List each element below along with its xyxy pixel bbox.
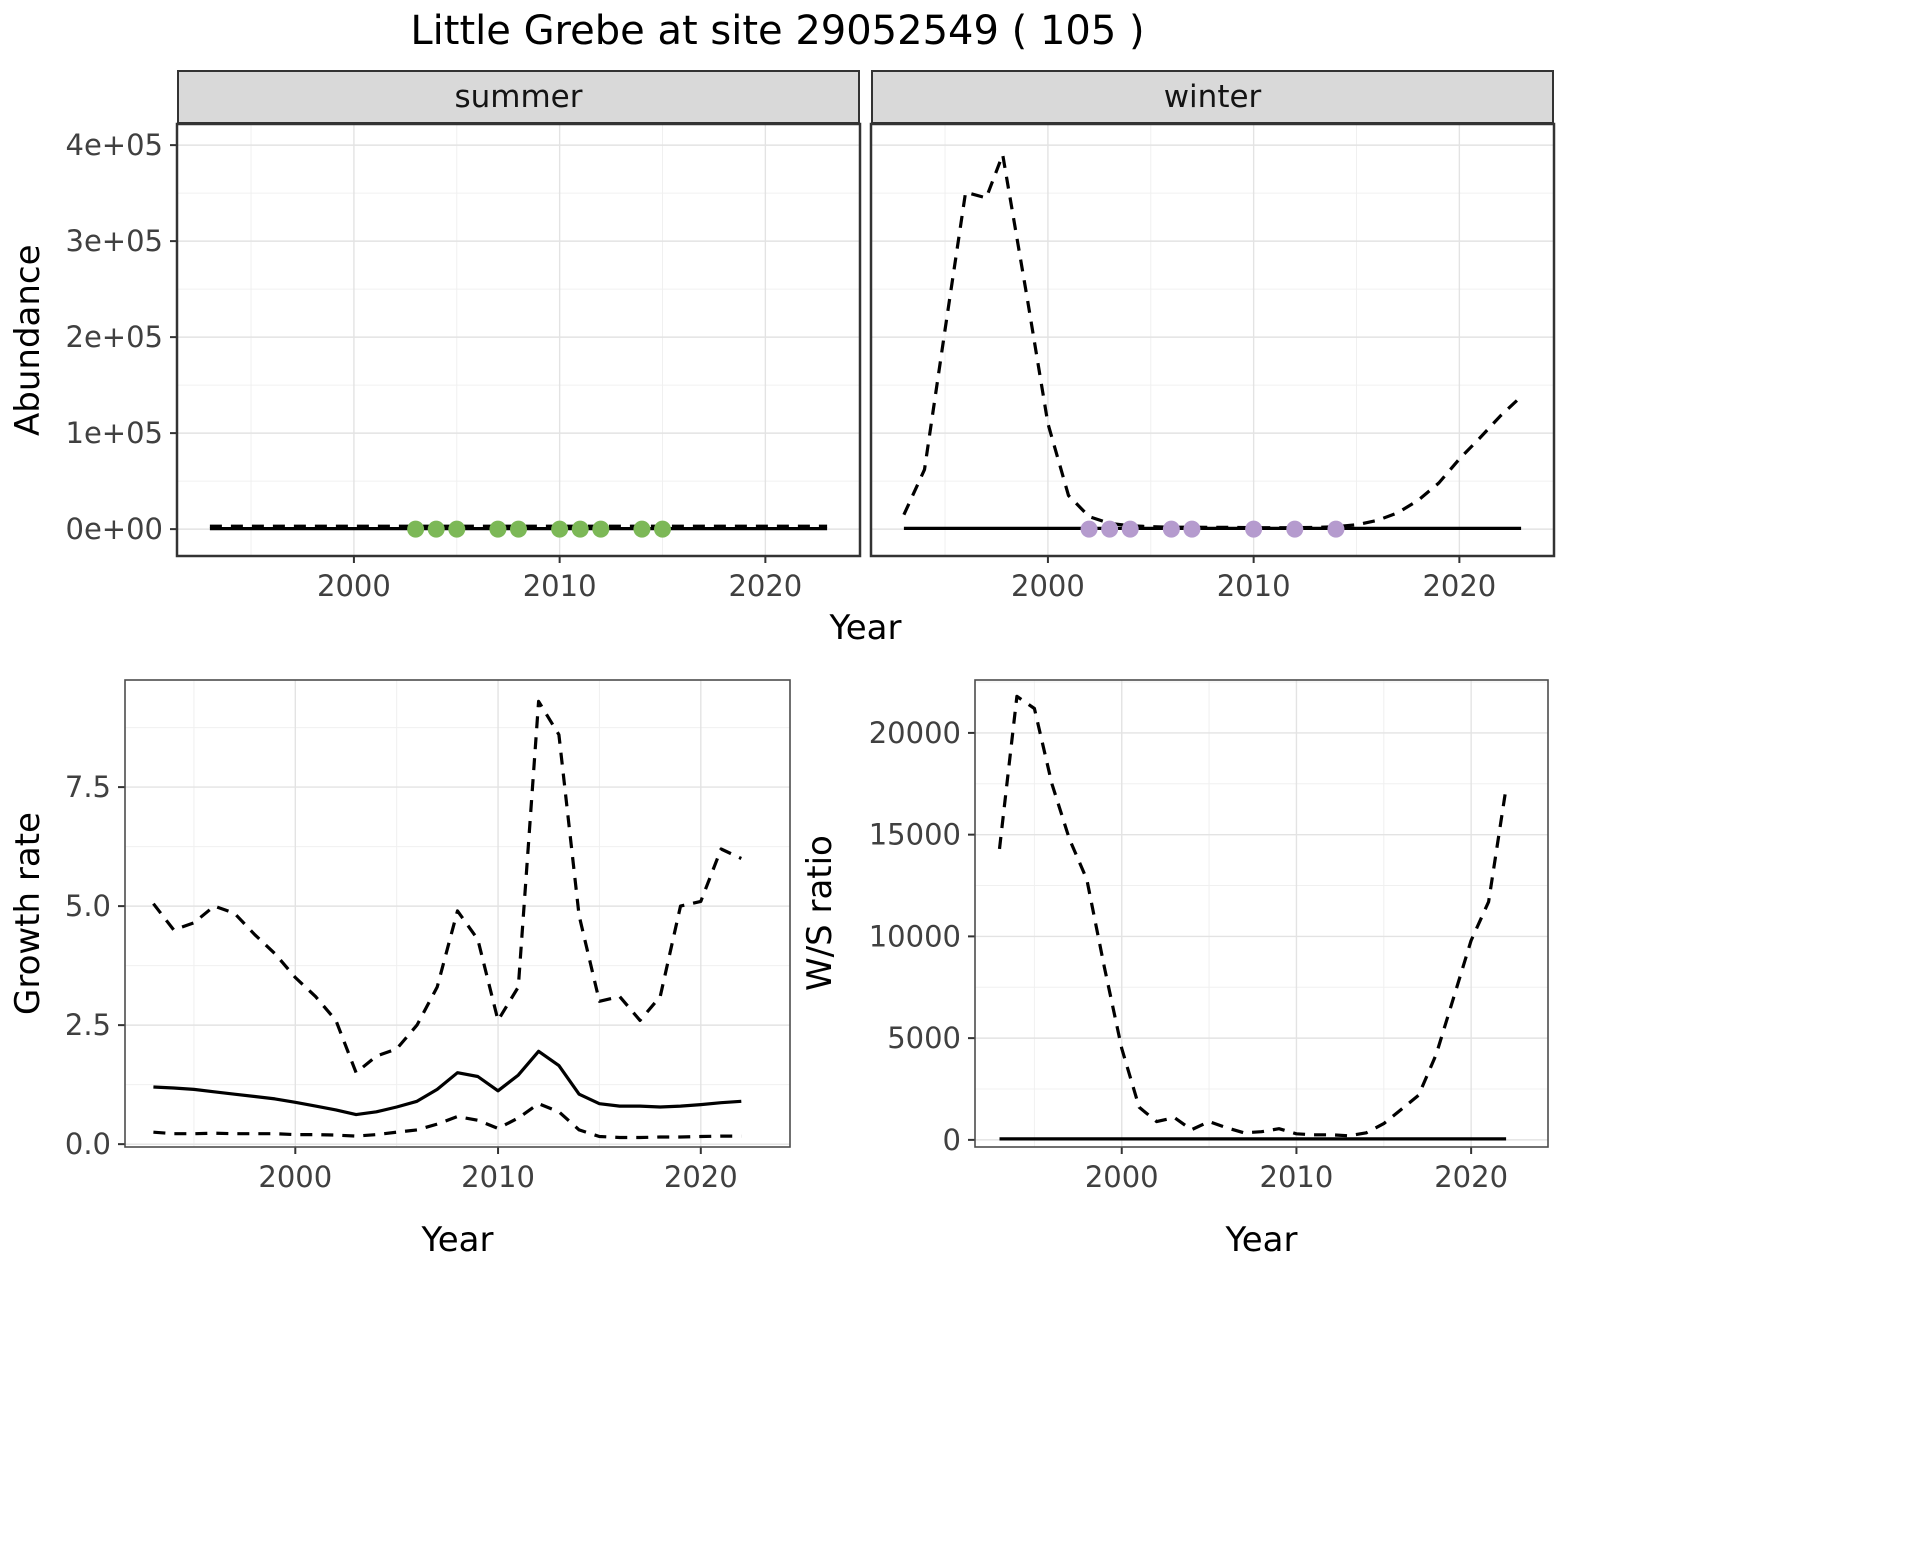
data-point [510,520,527,538]
data-point [1080,520,1098,538]
x-tick-label: 2000 [258,1160,332,1194]
y-tick-label: 0 [943,1123,961,1157]
y-tick-label: 2e+05 [66,320,164,354]
x-tick-label: 2020 [664,1160,738,1194]
x-axis-label-year-growth: Year [421,1220,494,1260]
winter-abundance-upper-dashed-line [902,153,1523,530]
panel-growth-rate: 2000 2010 2020 0.0 2.5 5.0 7.5 [65,679,791,1194]
chart-title: Little Grebe at site 29052549 ( 105 ) [410,8,1145,54]
ws-ratio-plot: 2000 2010 2020 0 5000 10000 15000 20000 [869,679,1549,1194]
y-tick-label: 10000 [869,919,961,953]
y-tick-label: 1e+05 [66,416,164,450]
growth-rate-plot: 2000 2010 2020 0.0 2.5 5.0 7.5 [65,679,791,1194]
y-tick-label: 0.0 [65,1127,111,1161]
growth-median-line [153,1049,742,1117]
data-point [1121,520,1139,538]
panel-border [175,122,862,558]
data-point [448,520,466,538]
y-tick-label: 5.0 [65,889,111,923]
y-tick-label: 0e+00 [66,512,164,546]
data-point [489,520,507,538]
y-tick-label: 20000 [869,716,961,750]
data-point [427,520,445,538]
panel-abundance-summer: 2000 2010 2020 0e+00 1e+05 2e+05 3e+05 4e+05 [66,122,862,603]
panel-ws-ratio: 2000 2010 2020 0 5000 10000 15000 20000 [869,679,1549,1194]
y-tick-label: 3e+05 [66,224,164,258]
data-point [1162,520,1180,538]
data-point [551,520,569,538]
y-axis-label-abundance: Abundance [8,244,48,436]
x-tick-label: 2010 [461,1160,535,1194]
panel-border [869,122,1556,558]
data-point [571,520,589,538]
data-point [407,520,425,538]
x-tick-label: 2000 [317,569,391,603]
x-tick-label: 2010 [1260,1160,1334,1194]
y-axis-label-ws-ratio: W/S ratio [800,835,840,992]
x-axis-label-year-top: Year [829,608,902,648]
x-tick-label: 2020 [1434,1160,1508,1194]
data-point [1286,520,1304,538]
data-point [654,520,672,538]
data-point [1327,520,1345,538]
growth-upper-dashed-line [152,699,742,1075]
y-tick-label: 7.5 [65,770,111,804]
x-tick-label: 2000 [1085,1160,1159,1194]
abundance-summer-plot: 2000 2010 2020 0e+00 1e+05 2e+05 3e+05 4e+05 [66,122,862,603]
data-point [1245,520,1263,538]
x-tick-label: 2000 [1011,569,1085,603]
panel-border [974,679,1549,1148]
y-tick-label: 15000 [869,818,961,852]
data-point [633,520,651,538]
y-tick-label: 2.5 [65,1008,111,1042]
x-tick-label: 2010 [1217,569,1291,603]
facet-strip-winter: winter [871,70,1554,124]
x-axis-label-year-ws: Year [1225,1220,1298,1260]
data-point [1101,520,1119,538]
data-point [1183,520,1201,538]
abundance-winter-plot: 2000 2010 2020 [869,122,1556,603]
panel-border [124,679,791,1148]
y-tick-label: 5000 [887,1021,961,1055]
data-point [592,520,610,538]
y-tick-label: 4e+05 [66,128,164,162]
growth-lower-dashed-line [153,1102,742,1140]
ws-upper-dashed-line [997,694,1508,1138]
x-tick-label: 2020 [1422,569,1496,603]
x-tick-label: 2020 [728,569,802,603]
facet-strip-winter-label: winter [1163,79,1262,115]
facet-strip-summer: summer [177,70,860,124]
x-tick-label: 2010 [523,569,597,603]
facet-strip-summer-label: summer [454,79,583,115]
y-axis-label-growth-rate: Growth rate [8,812,48,1015]
panel-abundance-winter: 2000 2010 2020 [869,122,1556,603]
